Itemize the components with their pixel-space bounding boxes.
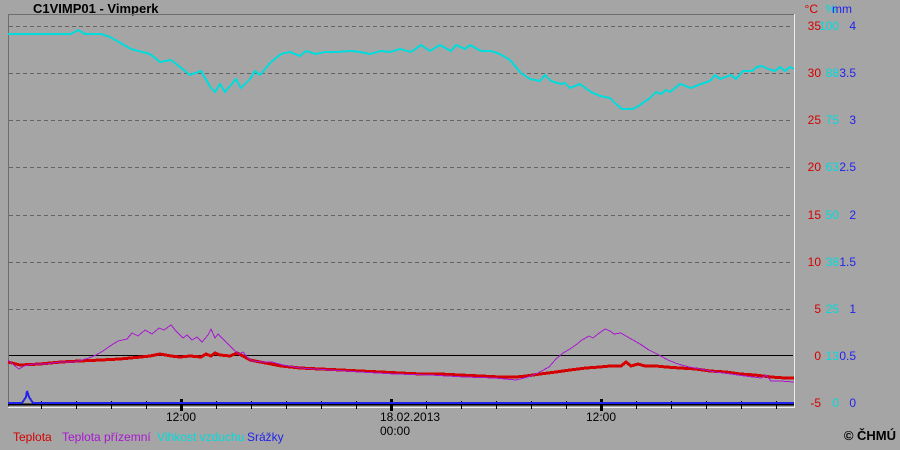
- y-label-precipitation-3: 2.5: [839, 160, 856, 174]
- legend-item-temperature: Teplota: [13, 430, 52, 444]
- legend-item-humidity: Vlhkost vzduchu: [157, 430, 245, 444]
- y-label-temperature-7: 0: [814, 349, 821, 363]
- y-label-temperature-6: 5: [814, 302, 821, 316]
- chart-title: C1VIMP01 - Vimperk: [33, 1, 159, 16]
- y-label-precipitation-2: 3: [849, 113, 856, 127]
- y-label-temperature-8: -5: [810, 396, 821, 410]
- y-label-precipitation-0: 4: [849, 19, 856, 33]
- x-label-0: 12:00: [165, 410, 197, 424]
- humidity-line: [8, 28, 795, 110]
- legend-item-ground_temperature: Teplota přízemní: [62, 430, 151, 444]
- y-axis-unit-temperature: °C: [804, 2, 818, 16]
- ground_temperature-line: [7, 324, 795, 383]
- y-axis-unit-precipitation: mm: [832, 2, 852, 16]
- y-label-humidity-2: 75: [825, 113, 839, 127]
- y-label-precipitation-4: 2: [849, 208, 856, 222]
- y-label-humidity-1: 88: [825, 66, 839, 80]
- y-label-humidity-4: 50: [825, 208, 839, 222]
- y-label-temperature-1: 30: [807, 66, 821, 80]
- y-label-temperature-4: 15: [807, 208, 821, 222]
- temperature-line: [7, 351, 794, 380]
- legend-item-precipitation: Srážky: [247, 430, 284, 444]
- x-label-1-line-0: 18.02.2013: [380, 410, 441, 424]
- y-label-precipitation-7: 0.5: [839, 349, 856, 363]
- y-label-humidity-5: 38: [825, 255, 839, 269]
- x-label-2: 12:00: [585, 410, 617, 424]
- y-label-temperature-3: 20: [807, 160, 821, 174]
- y-label-temperature-5: 10: [807, 255, 821, 269]
- y-label-humidity-8: 0: [832, 396, 839, 410]
- precipitation-line: [8, 390, 794, 404]
- y-label-temperature-0: 35: [807, 19, 821, 33]
- x-label-1-line-1: 00:00: [380, 424, 411, 438]
- y-label-humidity-3: 63: [825, 160, 839, 174]
- copyright-label: © ČHMÚ: [843, 428, 896, 443]
- y-label-precipitation-1: 3.5: [839, 66, 856, 80]
- y-label-precipitation-8: 0: [849, 396, 856, 410]
- y-label-temperature-2: 25: [807, 113, 821, 127]
- y-axis-unit-humidity: %: [825, 2, 836, 16]
- y-label-precipitation-6: 1: [849, 302, 856, 316]
- y-label-precipitation-5: 1.5: [839, 255, 856, 269]
- y-label-humidity-0: 100: [818, 19, 839, 33]
- y-label-humidity-6: 25: [825, 302, 839, 316]
- y-label-humidity-7: 13: [825, 349, 839, 363]
